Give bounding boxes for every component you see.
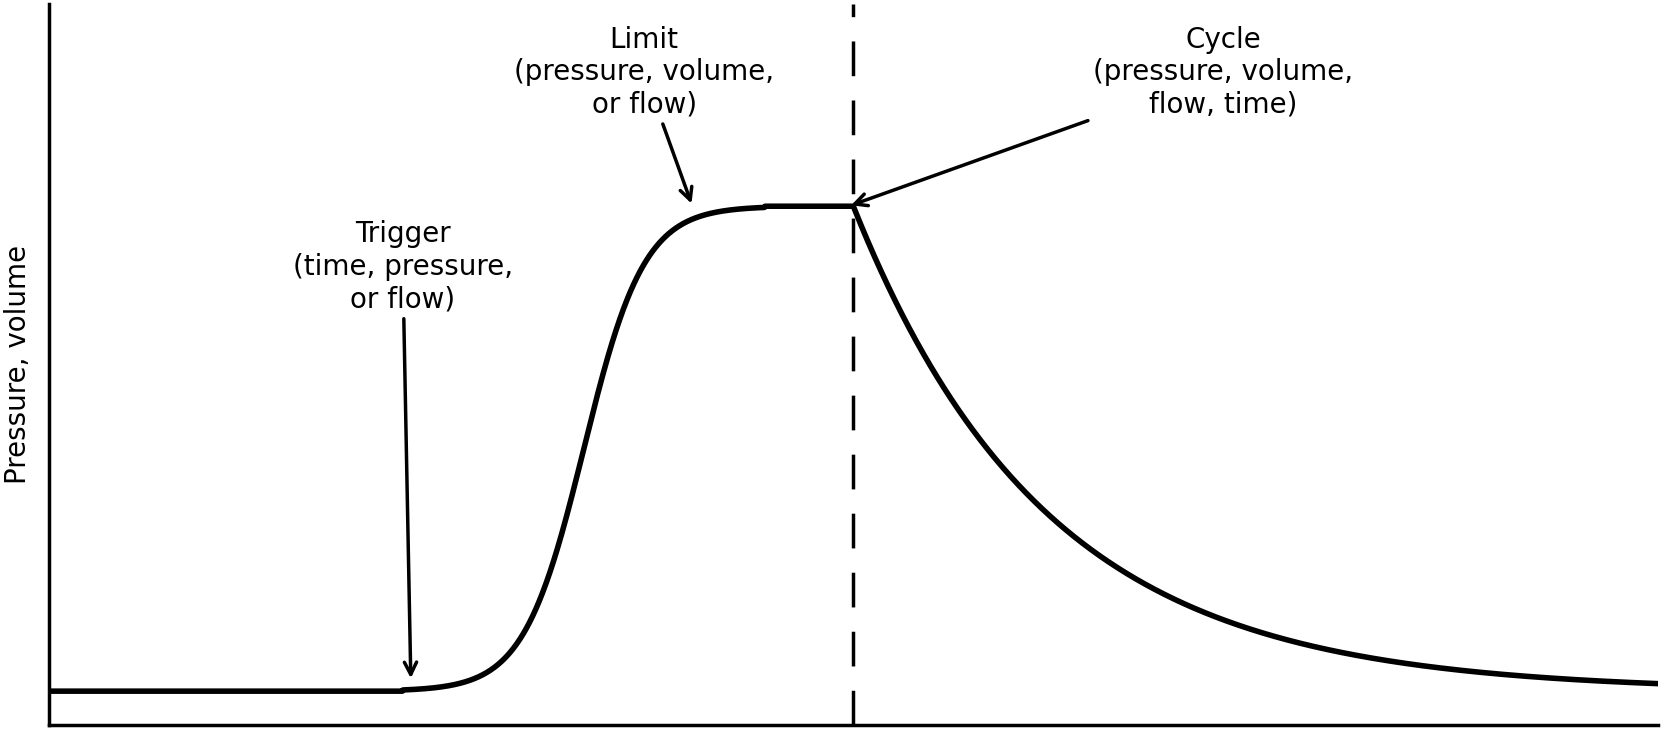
Text: Cycle
(pressure, volume,
flow, time): Cycle (pressure, volume, flow, time)	[854, 26, 1353, 206]
Text: Limit
(pressure, volume,
or flow): Limit (pressure, volume, or flow)	[514, 26, 774, 200]
Text: Trigger
(time, pressure,
or flow): Trigger (time, pressure, or flow)	[293, 220, 514, 674]
Y-axis label: Pressure, volume: Pressure, volume	[5, 245, 32, 484]
